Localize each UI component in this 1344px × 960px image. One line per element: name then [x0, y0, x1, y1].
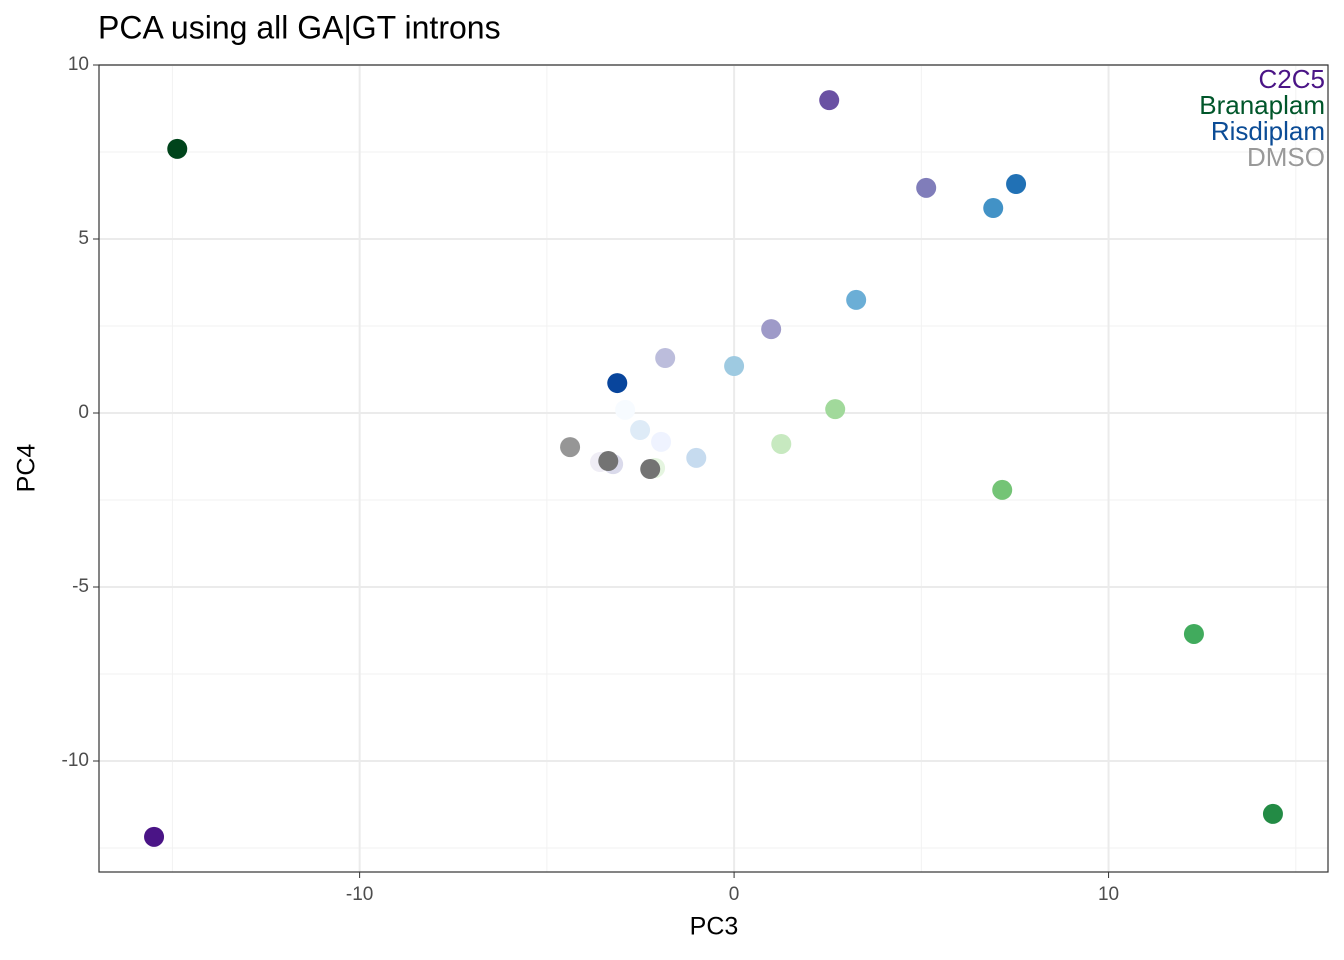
point: [724, 356, 745, 377]
point: [615, 399, 636, 420]
y-tick-label: -5: [72, 576, 89, 597]
point: [1006, 174, 1027, 195]
plot-background: [99, 65, 1328, 872]
legend-entry: C2C5: [1259, 64, 1325, 94]
point: [598, 451, 619, 472]
point: [819, 90, 840, 111]
legend-entry: DMSO: [1247, 142, 1325, 172]
point: [1262, 803, 1283, 824]
point: [846, 289, 867, 310]
point: [916, 177, 937, 198]
point: [167, 138, 188, 159]
point: [607, 373, 628, 394]
point: [1183, 623, 1204, 644]
point: [144, 826, 165, 847]
y-tick-label: 5: [78, 228, 89, 249]
x-tick-label: 10: [1098, 884, 1119, 905]
legend-entry: Risdiplam: [1211, 116, 1325, 146]
point: [630, 420, 651, 441]
point: [640, 459, 661, 480]
point: [771, 433, 792, 454]
point: [560, 437, 581, 458]
point: [655, 348, 676, 369]
x-tick-label: 0: [729, 884, 740, 905]
point: [761, 319, 782, 340]
x-tick-label: -10: [346, 884, 373, 905]
chart-title: PCA using all GA|GT introns: [98, 9, 501, 45]
point: [825, 399, 846, 420]
point: [651, 431, 672, 452]
y-tick-label: 0: [78, 402, 89, 423]
x-axis-label: PC3: [690, 913, 739, 941]
y-tick-label: -10: [62, 750, 89, 771]
point: [983, 198, 1004, 219]
point: [992, 479, 1013, 500]
plot-border: [98, 64, 1329, 873]
y-axis-label: PC4: [13, 444, 41, 493]
point: [686, 447, 707, 468]
y-tick-label: 10: [68, 54, 89, 75]
legend-entry: Branaplam: [1199, 90, 1325, 120]
